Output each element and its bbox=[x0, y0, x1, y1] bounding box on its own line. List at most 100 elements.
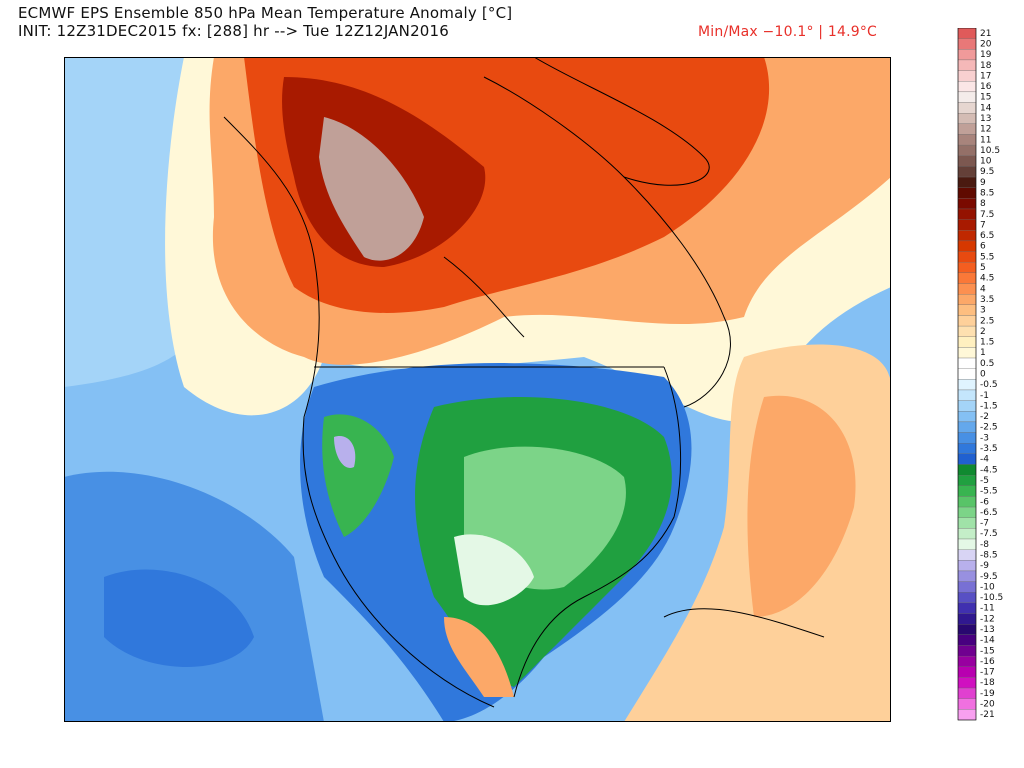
colorbar-label: 10.5 bbox=[980, 146, 1000, 156]
colorbar-label: 3 bbox=[980, 306, 986, 316]
colorbar-label: -3.5 bbox=[980, 444, 998, 454]
colorbar-box bbox=[957, 336, 977, 348]
colorbar-box bbox=[957, 506, 977, 518]
colorbar-label: -3 bbox=[980, 433, 989, 443]
colorbar-label: 10 bbox=[980, 157, 992, 167]
colorbar-label: -21 bbox=[980, 710, 995, 720]
colorbar-label: 8.5 bbox=[980, 189, 994, 199]
colorbar-label: 5 bbox=[980, 263, 986, 273]
colorbar-box bbox=[957, 389, 977, 401]
colorbar-label: 16 bbox=[980, 82, 992, 92]
colorbar-label: 0 bbox=[980, 370, 986, 380]
colorbar-box bbox=[957, 411, 977, 423]
colorbar-label: 6 bbox=[980, 242, 986, 252]
colorbar-box bbox=[957, 602, 977, 614]
colorbar-box bbox=[957, 634, 977, 646]
colorbar-label: -11 bbox=[980, 604, 995, 614]
anomaly-area bbox=[319, 117, 424, 261]
colorbar-label: 2.5 bbox=[980, 316, 994, 326]
title: ECMWF EPS Ensemble 850 hPa Mean Temperat… bbox=[18, 4, 513, 22]
colorbar-box bbox=[957, 113, 977, 124]
colorbar-box bbox=[957, 464, 977, 476]
colorbar-box bbox=[957, 166, 977, 178]
colorbar-label: -1 bbox=[980, 391, 989, 401]
colorbar-box bbox=[957, 549, 977, 561]
colorbar-label: -8.5 bbox=[980, 550, 998, 560]
colorbar: 212019181716151413121110.5109.598.587.57… bbox=[957, 28, 1003, 721]
colorbar-box bbox=[957, 528, 977, 540]
colorbar-frame bbox=[957, 28, 977, 721]
colorbar-box bbox=[957, 91, 977, 103]
colorbar-box bbox=[957, 474, 977, 486]
colorbar-box bbox=[957, 240, 977, 252]
colorbar-box bbox=[957, 357, 977, 369]
colorbar-label: 11 bbox=[980, 135, 991, 145]
colorbar-box bbox=[957, 400, 977, 412]
colorbar-label: -5 bbox=[980, 476, 989, 486]
colorbar-box bbox=[957, 262, 977, 274]
colorbar-label: -10 bbox=[980, 582, 995, 592]
colorbar-box bbox=[957, 432, 977, 444]
colorbar-box bbox=[957, 81, 977, 93]
colorbar-label: -0.5 bbox=[980, 380, 998, 390]
colorbar-label: 19 bbox=[980, 50, 992, 60]
colorbar-label: 15 bbox=[980, 93, 991, 103]
colorbar-label: -9.5 bbox=[980, 572, 998, 582]
colorbar-label: 1 bbox=[980, 348, 986, 358]
colorbar-box bbox=[957, 176, 977, 188]
colorbar-label: 12 bbox=[980, 125, 991, 135]
colorbar-box bbox=[957, 208, 977, 220]
colorbar-box bbox=[957, 134, 977, 146]
colorbar-box bbox=[957, 283, 977, 295]
colorbar-label: -19 bbox=[980, 689, 995, 699]
colorbar-label: -20 bbox=[980, 700, 995, 710]
colorbar-box bbox=[957, 368, 977, 380]
anomaly-area bbox=[334, 436, 356, 468]
colorbar-box bbox=[957, 443, 977, 454]
colorbar-box bbox=[957, 315, 977, 327]
colorbar-box bbox=[957, 144, 977, 156]
map bbox=[64, 57, 891, 722]
colorbar-label: -2.5 bbox=[980, 423, 998, 433]
colorbar-box bbox=[957, 687, 977, 699]
colorbar-label: 14 bbox=[980, 103, 992, 113]
colorbar-label: 9 bbox=[980, 178, 986, 188]
colorbar-label: -6 bbox=[980, 497, 989, 507]
colorbar-box bbox=[957, 613, 977, 625]
colorbar-box bbox=[957, 187, 977, 199]
colorbar-box bbox=[957, 624, 977, 635]
colorbar-box bbox=[957, 198, 977, 210]
colorbar-box bbox=[957, 570, 977, 582]
colorbar-box bbox=[957, 485, 977, 497]
colorbar-box bbox=[957, 645, 977, 657]
colorbar-label: -16 bbox=[980, 657, 995, 667]
colorbar-label: 1.5 bbox=[980, 338, 994, 348]
colorbar-box bbox=[957, 517, 977, 529]
colorbar-box bbox=[957, 38, 977, 50]
colorbar-box bbox=[957, 709, 977, 721]
colorbar-label: 17 bbox=[980, 71, 991, 81]
colorbar-label: -4.5 bbox=[980, 465, 998, 475]
colorbar-box bbox=[957, 496, 977, 508]
colorbar-box bbox=[957, 123, 977, 135]
colorbar-label: 2 bbox=[980, 327, 986, 337]
colorbar-box bbox=[957, 28, 977, 39]
anomaly-area bbox=[747, 395, 856, 617]
colorbar-label: -5.5 bbox=[980, 487, 998, 497]
colorbar-label: -18 bbox=[980, 678, 995, 688]
map-frame bbox=[64, 57, 891, 722]
colorbar-box bbox=[957, 421, 977, 433]
coastlines bbox=[223, 57, 825, 708]
colorbar-box bbox=[957, 677, 977, 689]
colorbar-label: 7 bbox=[980, 220, 986, 230]
colorbar-box bbox=[957, 347, 977, 359]
colorbar-box bbox=[957, 666, 977, 678]
colorbar-box bbox=[957, 155, 977, 167]
colorbar-label: -14 bbox=[980, 636, 995, 646]
colorbar-label: 5.5 bbox=[980, 252, 994, 262]
colorbar-label: -1.5 bbox=[980, 401, 998, 411]
colorbar-box bbox=[957, 219, 977, 231]
colorbar-box bbox=[957, 538, 977, 550]
colorbar-box bbox=[957, 698, 977, 710]
